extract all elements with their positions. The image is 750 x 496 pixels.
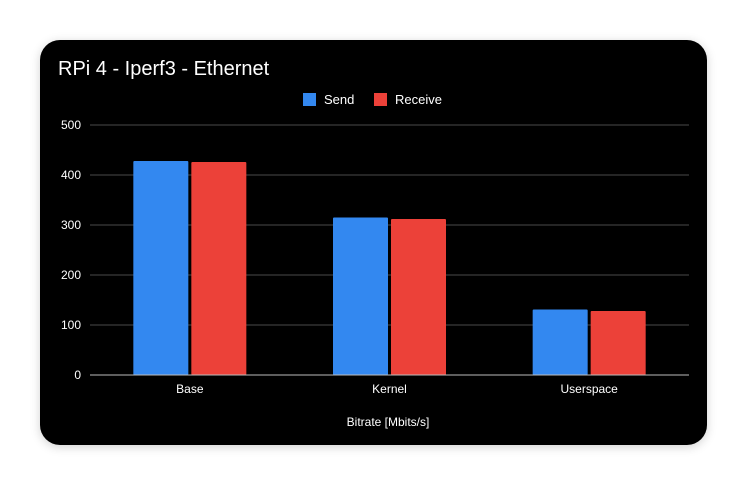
y-tick-label: 500	[61, 118, 81, 132]
y-tick-label: 100	[61, 318, 81, 332]
gridlines	[90, 124, 689, 326]
y-axis-ticks: 0 100 200 300 400 500	[61, 118, 81, 382]
bar-send-userspace[interactable]	[532, 309, 588, 376]
legend-label-receive: Receive	[395, 92, 442, 107]
x-axis-label: Bitrate [Mbits/s]	[347, 415, 430, 429]
x-tick-label: Userspace	[560, 382, 618, 396]
bar-receive-userspace[interactable]	[590, 311, 646, 375]
legend-swatch-send	[303, 93, 316, 106]
legend: Send Receive	[303, 92, 442, 107]
chart-card: RPi 4 - Iperf3 - Ethernet Send Receive 0…	[40, 40, 707, 445]
legend-label-send: Send	[324, 92, 354, 107]
y-tick-label: 300	[61, 218, 81, 232]
legend-swatch-receive	[374, 93, 387, 106]
bar-receive-base[interactable]	[191, 162, 247, 375]
bar-send-base[interactable]	[133, 161, 189, 375]
bars	[133, 161, 646, 376]
y-tick-label: 400	[61, 168, 81, 182]
x-axis-ticks: Base Kernel Userspace	[176, 382, 618, 396]
chart-title: RPi 4 - Iperf3 - Ethernet	[58, 58, 270, 80]
y-tick-label: 0	[74, 368, 81, 382]
bar-send-kernel[interactable]	[333, 217, 388, 376]
y-tick-label: 200	[61, 268, 81, 282]
x-tick-label: Base	[176, 382, 204, 396]
bar-receive-kernel[interactable]	[391, 219, 446, 375]
bar-chart: RPi 4 - Iperf3 - Ethernet Send Receive 0…	[58, 58, 689, 429]
x-tick-label: Kernel	[372, 382, 407, 396]
